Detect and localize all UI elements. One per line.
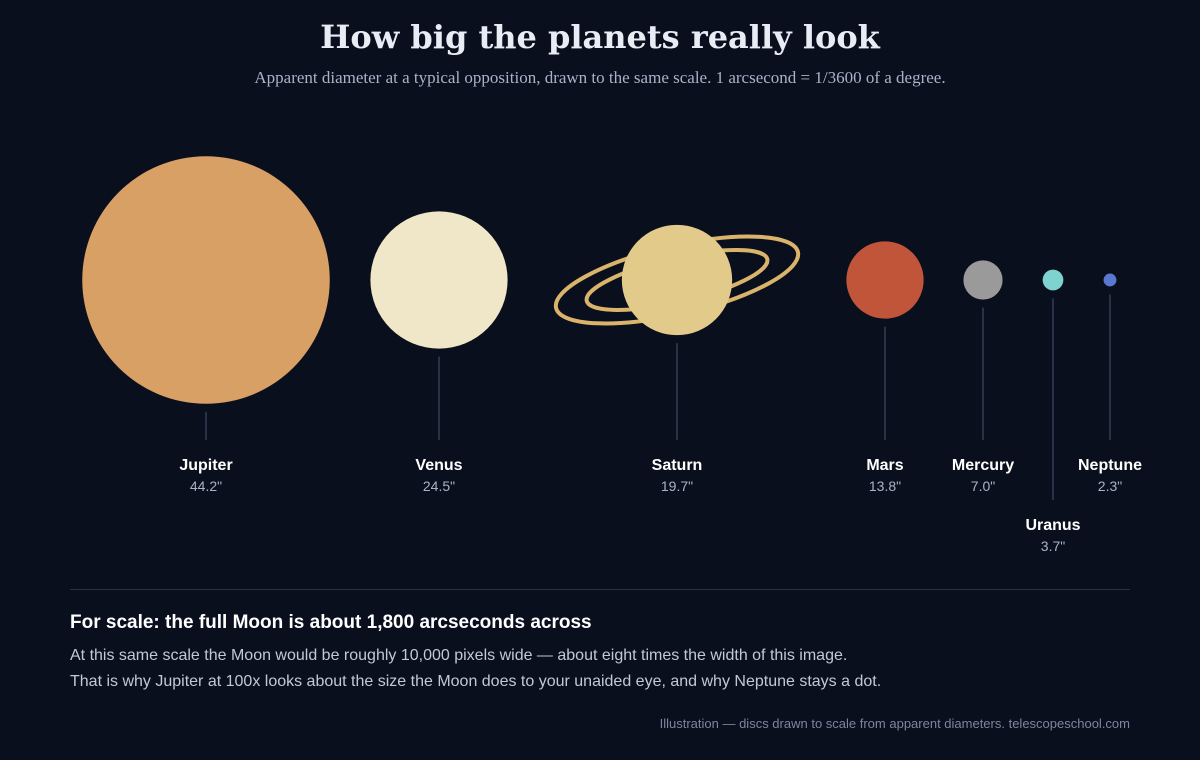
uranus-name-label: Uranus (1025, 517, 1080, 534)
venus-disc (370, 211, 508, 349)
mercury-disc (963, 260, 1003, 300)
planet-venus: Venus 24.5" (370, 211, 508, 494)
venus-diameter-label: 24.5" (423, 478, 455, 494)
mars-name-label: Mars (866, 457, 903, 474)
scale-note-heading: For scale: the full Moon is about 1,800 … (70, 612, 592, 633)
neptune-diameter-label: 2.3" (1098, 478, 1122, 494)
planet-size-chart: Jupiter 44.2" Venus 24.5" Saturn 19.7" Mars 13.… (82, 156, 1142, 554)
planet-jupiter: Jupiter 44.2" (82, 156, 330, 494)
planet-uranus: Uranus 3.7" (1025, 269, 1081, 554)
mars-diameter-label: 13.8" (869, 478, 901, 494)
uranus-diameter-label: 3.7" (1041, 538, 1065, 554)
jupiter-diameter-label: 44.2" (190, 478, 222, 494)
venus-name-label: Venus (415, 457, 462, 474)
chart-subtitle: Apparent diameter at a typical oppositio… (254, 68, 946, 87)
scale-note-line-1: At this same scale the Moon would be rou… (70, 647, 848, 664)
planet-neptune: Neptune 2.3" (1078, 273, 1142, 494)
saturn-disc (621, 224, 733, 336)
planet-mars: Mars 13.8" (846, 241, 924, 494)
planet-mercury: Mercury 7.0" (952, 260, 1014, 494)
mercury-name-label: Mercury (952, 457, 1014, 474)
mars-disc (846, 241, 924, 319)
jupiter-disc (82, 156, 330, 404)
scale-note-line-2: That is why Jupiter at 100x looks about … (70, 673, 882, 690)
planet-saturn: Saturn 19.7" (553, 224, 801, 494)
neptune-disc (1103, 273, 1117, 287)
chart-title: How big the planets really look (320, 18, 880, 56)
jupiter-name-label: Jupiter (179, 457, 232, 474)
footer-credit: Illustration — discs drawn to scale from… (659, 716, 1130, 731)
saturn-name-label: Saturn (652, 457, 703, 474)
mercury-diameter-label: 7.0" (971, 478, 995, 494)
uranus-disc (1042, 269, 1064, 291)
neptune-name-label: Neptune (1078, 457, 1142, 474)
section-divider (70, 589, 1130, 590)
saturn-diameter-label: 19.7" (661, 478, 693, 494)
